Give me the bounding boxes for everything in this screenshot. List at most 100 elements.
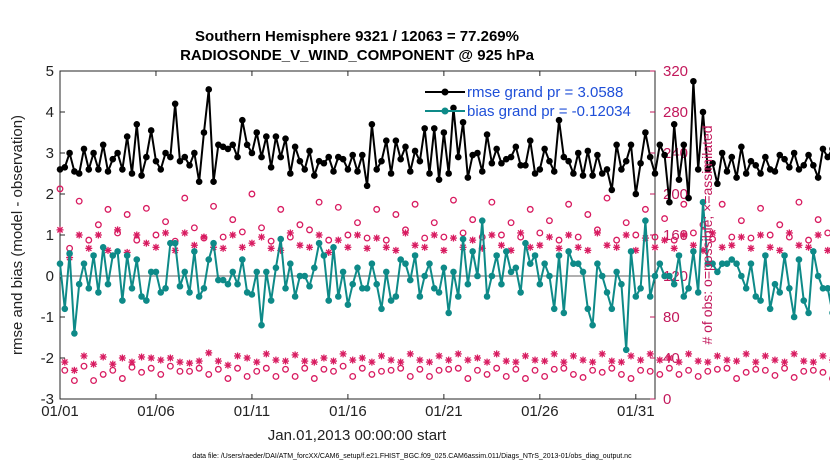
obs-assimilated-marker bbox=[790, 350, 798, 358]
asterisk-stroke bbox=[464, 356, 471, 364]
bias-point bbox=[167, 239, 174, 247]
asterisk-stroke bbox=[527, 244, 534, 251]
asterisk-stroke bbox=[623, 231, 630, 239]
asterisk-stroke bbox=[421, 244, 428, 251]
obs-assimilated-marker bbox=[589, 358, 597, 366]
asterisk-stroke bbox=[162, 229, 169, 237]
asterisk-stroke bbox=[522, 352, 529, 360]
bias-point bbox=[406, 276, 414, 284]
rmse-point bbox=[594, 151, 601, 159]
asterisk-stroke bbox=[719, 244, 726, 251]
asterisk-stroke bbox=[627, 352, 635, 360]
obs-possible-marker bbox=[488, 198, 496, 206]
data-file-footnote: data file: /Users/raeder/DAI/ATM_forcXX/… bbox=[192, 453, 632, 460]
obs-assimilated-marker bbox=[757, 231, 765, 239]
asterisk-stroke bbox=[824, 247, 830, 254]
obs-assimilated-marker bbox=[104, 246, 112, 254]
asterisk-stroke bbox=[364, 245, 371, 252]
obs-assimilated-marker bbox=[325, 248, 333, 256]
bias-point bbox=[781, 252, 788, 259]
bias-point bbox=[205, 256, 213, 263]
bias-point bbox=[507, 268, 515, 276]
y-right-tick-label: 320 bbox=[663, 63, 688, 80]
rmse-point bbox=[670, 121, 678, 128]
obs-assimilated-marker bbox=[512, 358, 520, 366]
bias-point bbox=[133, 256, 141, 263]
obs-assimilated-marker bbox=[713, 352, 721, 360]
rmse-point bbox=[550, 168, 558, 175]
bias-point bbox=[71, 330, 78, 337]
bias-point bbox=[387, 297, 395, 304]
bias-point bbox=[531, 252, 539, 259]
rmse-point bbox=[805, 151, 812, 159]
asterisk-stroke bbox=[186, 360, 193, 367]
obs-possible-marker bbox=[766, 231, 774, 239]
obs-assimilated-marker bbox=[613, 243, 621, 251]
rmse-point bbox=[704, 166, 712, 173]
bias-point bbox=[824, 285, 830, 292]
obs-possible-marker bbox=[440, 233, 448, 241]
bias-point bbox=[373, 280, 380, 288]
bias-point bbox=[320, 252, 328, 259]
asterisk-stroke bbox=[575, 244, 582, 251]
rmse-point bbox=[752, 162, 760, 169]
asterisk-stroke bbox=[651, 244, 659, 251]
obs-assimilated-marker bbox=[382, 243, 390, 251]
obs-assimilated-marker bbox=[253, 358, 261, 366]
asterisk-stroke bbox=[733, 357, 740, 365]
obs-possible-marker bbox=[421, 234, 429, 242]
bias-point bbox=[723, 260, 731, 268]
asterisk-stroke bbox=[282, 357, 289, 365]
obs-possible-marker bbox=[243, 373, 251, 380]
asterisk-stroke bbox=[215, 357, 222, 365]
asterisk-stroke bbox=[555, 245, 563, 252]
bias-point bbox=[493, 252, 500, 259]
bias-point bbox=[651, 272, 659, 280]
obs-assimilated-marker bbox=[80, 352, 88, 360]
bias-point bbox=[598, 272, 606, 280]
obs-possible-marker bbox=[291, 373, 299, 380]
bias-point bbox=[114, 248, 121, 255]
rmse-point bbox=[690, 77, 697, 85]
obs-assimilated-marker bbox=[224, 361, 232, 369]
rmse-point bbox=[435, 176, 443, 183]
asterisk-stroke bbox=[109, 361, 116, 368]
obs-assimilated-marker bbox=[565, 231, 573, 239]
asterisk-stroke bbox=[709, 229, 716, 237]
obs-possible-marker bbox=[541, 373, 549, 380]
obs-assimilated-marker bbox=[497, 241, 505, 249]
obs-possible-marker bbox=[277, 205, 285, 213]
obs-assimilated-marker bbox=[248, 239, 256, 247]
bias-point bbox=[56, 260, 64, 268]
bias-point bbox=[469, 248, 476, 255]
obs-possible-marker bbox=[646, 367, 654, 375]
rmse-point bbox=[483, 131, 491, 138]
obs-possible-marker bbox=[550, 365, 558, 373]
asterisk-stroke bbox=[61, 359, 68, 366]
obs-possible-marker bbox=[210, 202, 217, 210]
asterisk-stroke bbox=[762, 352, 769, 360]
x-axis-ticks: 01/01 01/06 01/11 01/16 01/21 01/26 01/31 bbox=[41, 71, 655, 420]
asterisk-stroke bbox=[244, 354, 251, 362]
rmse-point bbox=[627, 141, 635, 149]
bias-point bbox=[440, 264, 448, 272]
obs-assimilated-marker bbox=[229, 231, 237, 239]
obs-possible-marker bbox=[334, 203, 342, 211]
bias-point bbox=[819, 285, 827, 292]
obs-assimilated-marker bbox=[733, 357, 741, 365]
rmse-point bbox=[128, 170, 136, 177]
bias-point bbox=[550, 305, 558, 313]
obs-assimilated-marker bbox=[646, 350, 654, 358]
asterisk-stroke bbox=[791, 350, 798, 357]
obs-assimilated-marker bbox=[310, 358, 318, 366]
obs-assimilated-marker bbox=[406, 350, 414, 358]
asterisk-stroke bbox=[167, 354, 174, 362]
asterisk-stroke bbox=[56, 226, 64, 233]
rmse-point bbox=[397, 155, 404, 163]
bias-point bbox=[502, 248, 510, 255]
rmse-point bbox=[781, 155, 788, 163]
rmse-point bbox=[560, 153, 568, 161]
obs-possible-marker bbox=[339, 362, 347, 370]
bias-point bbox=[718, 260, 726, 268]
rmse-point bbox=[589, 172, 596, 179]
